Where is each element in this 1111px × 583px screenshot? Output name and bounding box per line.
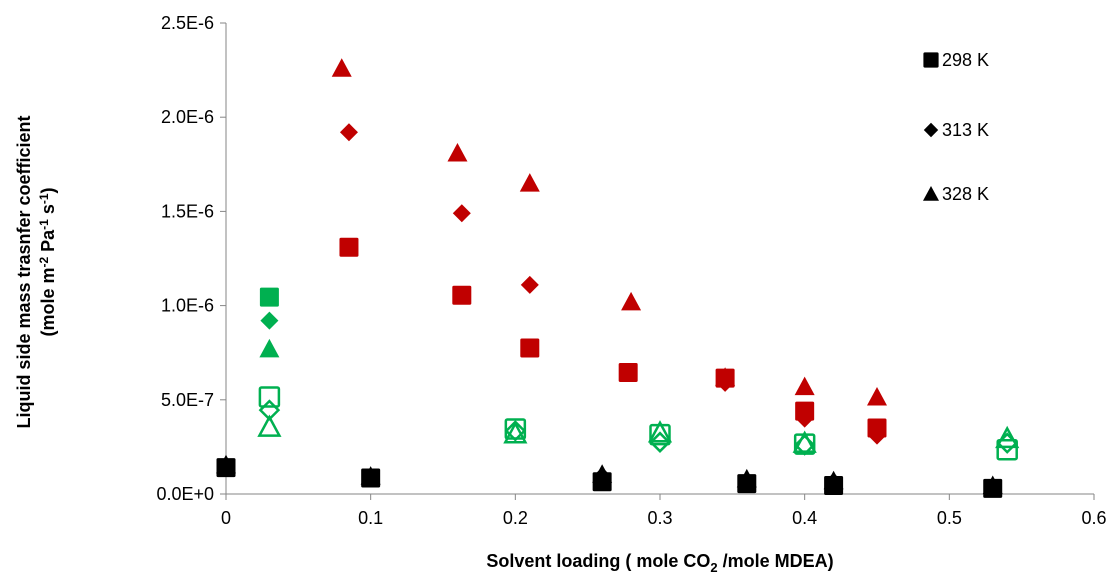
square-point [618,362,638,382]
triangle-point [519,173,540,192]
x-tick-label: 0.1 [358,508,383,528]
square-point [339,237,359,257]
diamond-point [520,275,539,294]
diamond-point [504,420,527,442]
diamond-point [452,204,471,223]
triangle-point [331,58,352,77]
legend-label: 298 K [942,50,989,70]
y-axis-title-line1: Liquid side mass trasnfer coefficient [14,115,34,428]
x-tick-label: 0.3 [647,508,672,528]
diamond-point [795,409,814,428]
triangle-point [360,466,381,485]
y-tick-label: 1.5E-6 [161,201,214,221]
triangle-point [982,475,1003,495]
legend: 298 K 313 K 328 K [923,50,989,204]
y-axis-title-line2: (mole m-2 Pa-1 s-1) [37,187,58,336]
triangle-point [867,386,887,406]
legend-label: 328 K [942,184,989,204]
y-tick-label: 5.0E-7 [161,390,214,410]
legend-square-icon [923,52,939,68]
legend-diamond-icon [923,122,939,138]
diamond-point [339,123,358,142]
diamond-point [649,431,671,453]
y-tick-label: 2.0E-6 [161,107,214,127]
triangle-point [823,470,844,490]
diamond-point [868,426,886,445]
axis-titles: Solvent loading ( mole CO2 /mole MDEA) Li… [14,115,834,575]
y-tick-label: 1.0E-6 [161,296,214,316]
x-tick-label: 0.5 [937,508,962,528]
triangle-point [736,468,757,488]
square-point [258,386,281,408]
triangle-point [592,464,613,483]
triangle-point [503,421,528,444]
triangle-point [259,338,280,358]
square-point [996,438,1018,461]
x-axis-title: Solvent loading ( mole CO2 /mole MDEA) [486,551,833,575]
diamond-point [996,432,1018,454]
y-tick-label: 2.5E-6 [161,13,214,33]
x-tick-label: 0 [221,508,231,528]
triangle-point [647,420,673,443]
tick-labels: 0.0E+0 5.0E-7 1.0E-6 1.5E-6 2.0E-6 2.5E-6 0 0.1… [156,13,1106,528]
triangle-point [216,454,236,474]
triangle-point [995,425,1020,449]
triangle-point [447,142,468,162]
legend-label: 313 K [942,120,989,140]
y-tick-label: 0.0E+0 [156,484,214,504]
legend-triangle-icon [923,186,939,201]
diamond-point [260,311,279,330]
data-points [216,58,1020,498]
square-point [452,285,472,305]
triangle-point [792,430,817,453]
x-tick-label: 0.4 [792,508,817,528]
triangle-point [715,367,736,386]
square-point [259,287,279,307]
triangle-point [621,291,642,311]
x-tick-label: 0.2 [503,508,528,528]
square-point [520,338,540,358]
triangle-point [794,376,815,396]
triangle-point [257,414,282,437]
x-tick-label: 0.6 [1081,508,1106,528]
